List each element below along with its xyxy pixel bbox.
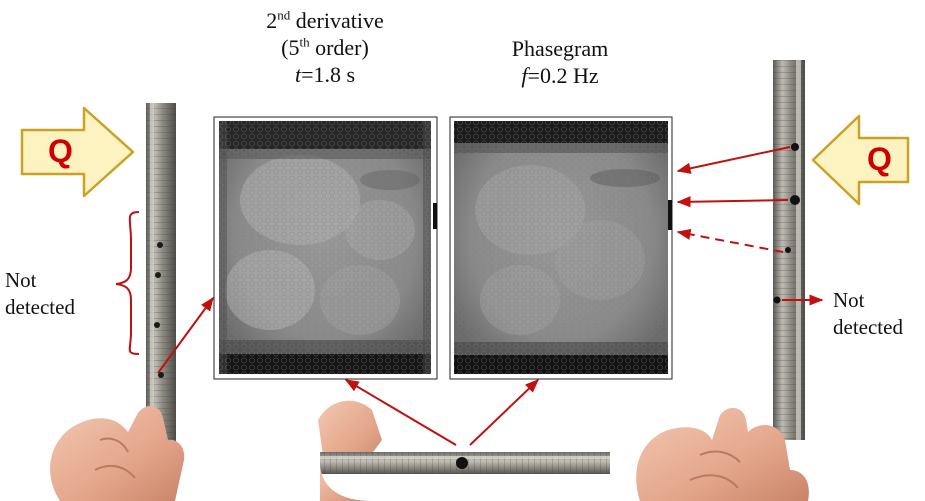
hand-left: [50, 405, 185, 501]
specimen-left: [146, 103, 176, 463]
arrow-defect2-to-phasegram: [676, 196, 789, 208]
derivative-caption: 2nd derivative (5th order) t=1.8 s: [266, 7, 384, 87]
heat-arrow-right: [811, 114, 910, 206]
heat-symbol-right: Q: [867, 141, 892, 177]
indicator-arrows: [157, 146, 824, 446]
arrow-bottom-to-phasegram: [469, 379, 540, 446]
thermogram-derivative: [213, 116, 438, 380]
not-detected-right-label: Not detected: [833, 288, 903, 339]
not-detected-brace: [115, 211, 140, 355]
phasegram-caption: Phasegram f=0.2 Hz: [511, 36, 609, 88]
heat-arrow-left: [20, 106, 135, 198]
not-detected-left-label: Not detected: [5, 268, 75, 319]
hand-right: [636, 407, 809, 501]
specimen-bottom: [318, 400, 610, 501]
arrow-defect1-to-phasegram: [676, 146, 791, 174]
arrow-left-defect-to-thermogram: [157, 296, 214, 374]
arrow-defect3-to-phasegram: [676, 228, 784, 253]
arrow-bottom-to-derivative: [344, 379, 457, 446]
thermogram-phasegram: [449, 116, 673, 380]
specimen-right: [773, 60, 805, 440]
heat-symbol-left: Q: [48, 133, 73, 169]
